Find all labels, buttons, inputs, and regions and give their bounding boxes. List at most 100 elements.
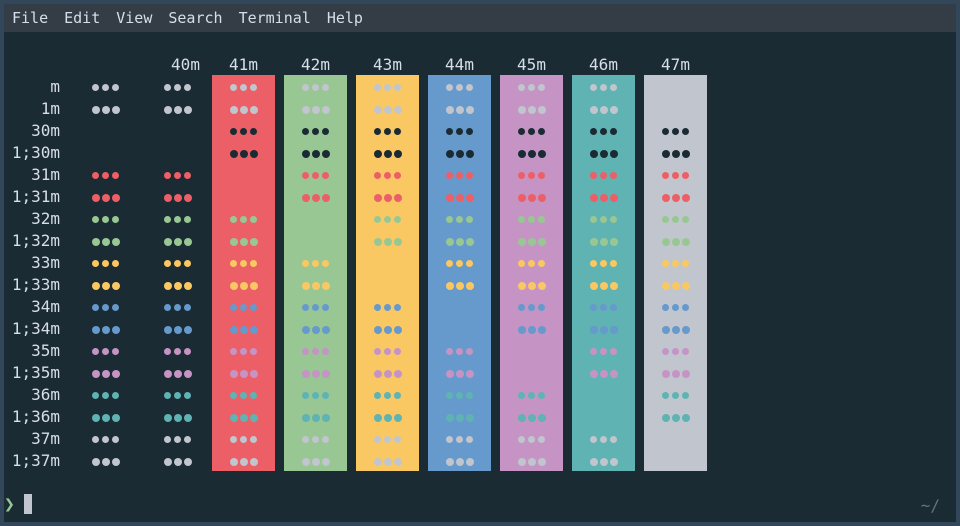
row-label: 1;37m bbox=[11, 451, 60, 470]
dot bbox=[92, 414, 100, 422]
dot bbox=[682, 128, 689, 135]
dot bbox=[538, 172, 545, 179]
dot bbox=[672, 172, 679, 179]
color-sample bbox=[164, 304, 191, 312]
dot bbox=[538, 238, 546, 246]
color-sample bbox=[164, 216, 191, 224]
dot bbox=[466, 392, 473, 399]
color-sample bbox=[374, 194, 402, 202]
color-sample bbox=[92, 304, 119, 312]
row-label: 35m bbox=[31, 341, 60, 360]
menu-search[interactable]: Search bbox=[168, 9, 223, 27]
color-sample bbox=[446, 106, 474, 114]
dot bbox=[538, 216, 545, 223]
dot bbox=[466, 260, 473, 267]
dot bbox=[92, 392, 99, 399]
row-label: 1;33m bbox=[11, 275, 60, 294]
menu-edit[interactable]: Edit bbox=[64, 9, 101, 27]
dot bbox=[102, 216, 109, 223]
dot bbox=[538, 458, 546, 466]
dot bbox=[92, 172, 99, 179]
dot bbox=[102, 458, 110, 466]
dot bbox=[682, 150, 690, 158]
dot bbox=[312, 326, 320, 334]
color-sample bbox=[164, 326, 192, 334]
prompt-line[interactable]: ❯ ~/ bbox=[4, 488, 956, 518]
dot bbox=[312, 392, 319, 399]
dot bbox=[590, 84, 597, 91]
dot bbox=[302, 304, 309, 311]
color-sample bbox=[518, 326, 546, 334]
dot bbox=[662, 216, 669, 223]
color-sample bbox=[446, 194, 474, 202]
menu-view[interactable]: View bbox=[116, 9, 153, 27]
dot bbox=[600, 194, 608, 202]
color-sample bbox=[164, 84, 191, 92]
dot bbox=[394, 414, 402, 422]
dot bbox=[164, 414, 172, 422]
dot bbox=[302, 150, 310, 158]
menu-file[interactable]: File bbox=[12, 9, 49, 27]
dot bbox=[102, 436, 109, 443]
dot bbox=[672, 238, 680, 246]
color-sample bbox=[164, 172, 191, 180]
dot bbox=[528, 128, 535, 135]
color-sample bbox=[302, 458, 330, 466]
dot bbox=[92, 436, 99, 443]
dot bbox=[302, 392, 309, 399]
dot bbox=[102, 282, 110, 290]
dot bbox=[312, 348, 319, 355]
dot bbox=[174, 260, 181, 267]
dot bbox=[322, 348, 329, 355]
dot bbox=[374, 414, 382, 422]
column-header: 42m bbox=[301, 55, 330, 74]
dot bbox=[102, 172, 109, 179]
color-sample bbox=[374, 128, 401, 136]
color-sample bbox=[92, 216, 119, 224]
dot bbox=[518, 414, 526, 422]
dot bbox=[528, 304, 535, 311]
dot bbox=[302, 172, 309, 179]
dot bbox=[538, 304, 545, 311]
row-label: 37m bbox=[31, 429, 60, 448]
color-sample bbox=[92, 106, 120, 114]
dot bbox=[446, 436, 453, 443]
dot bbox=[374, 370, 382, 378]
dot bbox=[528, 84, 535, 91]
menu-terminal[interactable]: Terminal bbox=[238, 9, 311, 27]
dot bbox=[164, 304, 171, 311]
dot bbox=[538, 128, 545, 135]
dot bbox=[384, 84, 391, 91]
color-sample bbox=[518, 106, 546, 114]
dot bbox=[92, 216, 99, 223]
dot bbox=[92, 260, 99, 267]
dot bbox=[374, 238, 382, 246]
dot bbox=[102, 194, 110, 202]
color-sample bbox=[302, 370, 330, 378]
dot bbox=[302, 436, 309, 443]
dot bbox=[394, 458, 402, 466]
color-sample bbox=[230, 436, 257, 444]
dot bbox=[374, 326, 382, 334]
dot bbox=[174, 216, 181, 223]
dot bbox=[322, 260, 329, 267]
dot bbox=[590, 260, 597, 267]
color-sample bbox=[446, 282, 474, 290]
dot bbox=[456, 436, 463, 443]
color-sample bbox=[302, 150, 330, 158]
color-sample bbox=[164, 194, 192, 202]
dot bbox=[528, 172, 535, 179]
dot bbox=[250, 260, 257, 267]
color-sample bbox=[302, 260, 329, 268]
dot bbox=[672, 414, 680, 422]
color-sample bbox=[662, 326, 690, 334]
menu-help[interactable]: Help bbox=[326, 9, 363, 27]
dot bbox=[528, 194, 536, 202]
dot bbox=[184, 304, 191, 311]
dot bbox=[466, 216, 473, 223]
dot bbox=[240, 216, 247, 223]
dot bbox=[518, 304, 525, 311]
color-sample bbox=[230, 128, 257, 136]
dot bbox=[384, 194, 392, 202]
dot bbox=[374, 216, 381, 223]
